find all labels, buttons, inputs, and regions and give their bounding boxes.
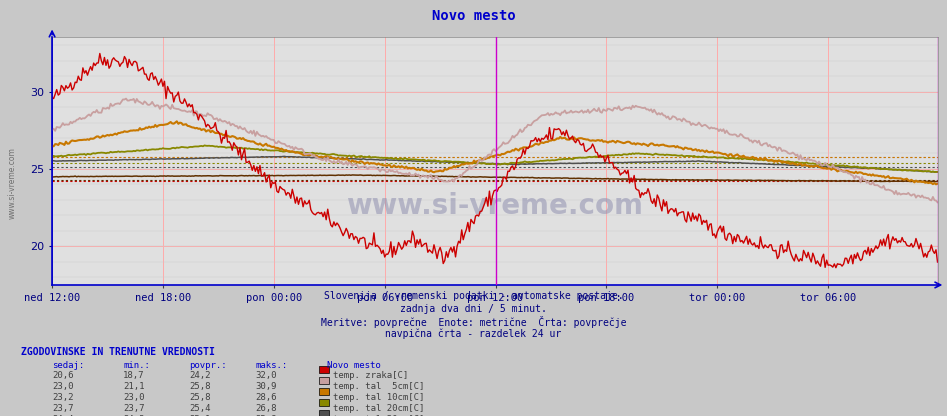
Text: temp. zraka[C]: temp. zraka[C]: [333, 371, 408, 381]
Text: 23,2: 23,2: [52, 393, 74, 402]
Text: Novo mesto: Novo mesto: [327, 361, 381, 370]
Text: 21,1: 21,1: [123, 382, 145, 391]
Text: sedaj:: sedaj:: [52, 361, 84, 370]
Text: zadnja dva dni / 5 minut.: zadnja dva dni / 5 minut.: [400, 304, 547, 314]
Text: www.si-vreme.com: www.si-vreme.com: [347, 192, 643, 220]
Text: maks.:: maks.:: [256, 361, 288, 370]
Text: temp. tal 20cm[C]: temp. tal 20cm[C]: [333, 404, 424, 413]
Text: 25,1: 25,1: [189, 415, 211, 416]
Text: 23,0: 23,0: [123, 393, 145, 402]
Text: 32,0: 32,0: [256, 371, 277, 381]
Text: Meritve: povprečne  Enote: metrične  Črta: povprečje: Meritve: povprečne Enote: metrične Črta:…: [321, 316, 626, 328]
Text: Slovenija / vremenski podatki - avtomatske postaje.: Slovenija / vremenski podatki - avtomats…: [324, 291, 623, 301]
Text: 25,8: 25,8: [189, 393, 211, 402]
Text: 24,3: 24,3: [123, 415, 145, 416]
Text: 25,4: 25,4: [189, 404, 211, 413]
Text: 18,7: 18,7: [123, 371, 145, 381]
Text: 30,9: 30,9: [256, 382, 277, 391]
Text: 23,0: 23,0: [52, 382, 74, 391]
Text: povpr.:: povpr.:: [189, 361, 227, 370]
Text: min.:: min.:: [123, 361, 150, 370]
Text: 23,7: 23,7: [52, 404, 74, 413]
Text: 24,2: 24,2: [189, 371, 211, 381]
Text: 26,8: 26,8: [256, 404, 277, 413]
Text: 25,8: 25,8: [189, 382, 211, 391]
Text: temp. tal 30cm[C]: temp. tal 30cm[C]: [333, 415, 424, 416]
Text: 25,8: 25,8: [256, 415, 277, 416]
Text: temp. tal  5cm[C]: temp. tal 5cm[C]: [333, 382, 424, 391]
Text: temp. tal 10cm[C]: temp. tal 10cm[C]: [333, 393, 424, 402]
Text: ZGODOVINSKE IN TRENUTNE VREDNOSTI: ZGODOVINSKE IN TRENUTNE VREDNOSTI: [21, 347, 215, 357]
Text: Novo mesto: Novo mesto: [432, 9, 515, 23]
Text: 24,4: 24,4: [52, 415, 74, 416]
Text: www.si-vreme.com: www.si-vreme.com: [8, 147, 17, 219]
Text: 20,6: 20,6: [52, 371, 74, 381]
Text: navpična črta - razdelek 24 ur: navpična črta - razdelek 24 ur: [385, 329, 562, 339]
Text: 23,7: 23,7: [123, 404, 145, 413]
Text: 28,6: 28,6: [256, 393, 277, 402]
